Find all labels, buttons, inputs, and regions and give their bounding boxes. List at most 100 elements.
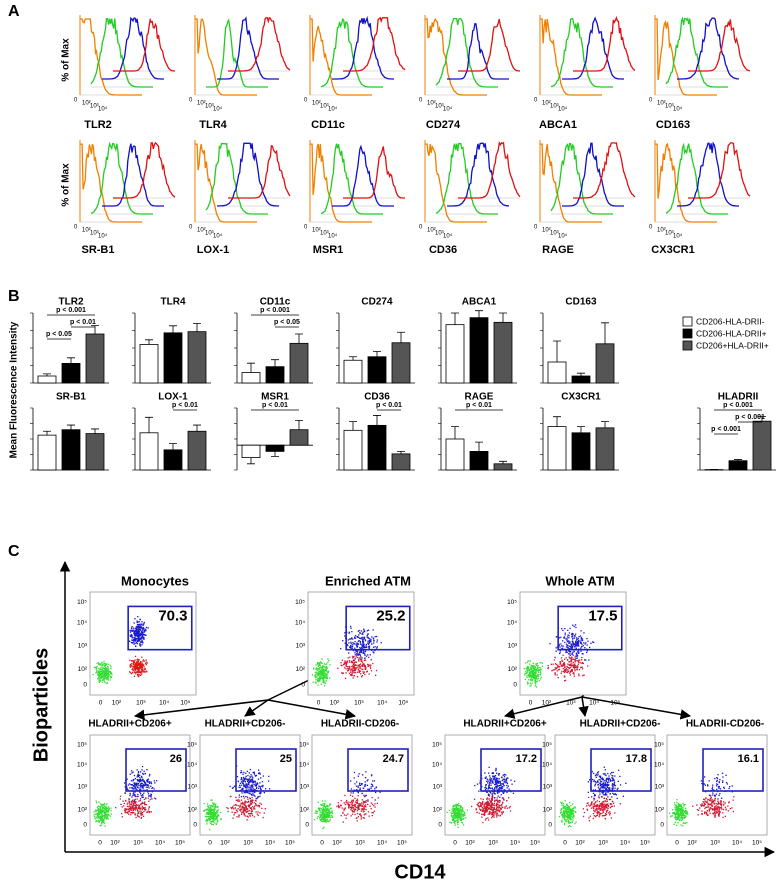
event-dot: [347, 668, 349, 670]
event-dot: [321, 662, 323, 664]
event-dot: [496, 780, 498, 782]
event-dot: [141, 635, 144, 637]
event-dot: [366, 784, 369, 786]
error-bar: [193, 323, 201, 332]
event-dot: [478, 805, 481, 807]
event-dot: [500, 787, 502, 789]
event-dot: [497, 791, 500, 793]
histogram-curve: [458, 18, 521, 72]
event-dot: [563, 822, 566, 824]
event-dot: [531, 674, 534, 676]
x-tick-label: 10⁴: [377, 840, 387, 847]
event-dot: [496, 781, 499, 783]
event-dot: [324, 808, 326, 811]
event-dot: [135, 638, 137, 640]
x-tick-label: 10⁵: [398, 700, 408, 707]
event-dot: [478, 790, 480, 792]
event-dot: [583, 674, 585, 676]
event-dot: [353, 643, 355, 645]
event-dot: [244, 781, 246, 783]
bar: [139, 344, 159, 384]
event-dot: [563, 663, 565, 665]
event-dot: [461, 807, 464, 809]
y-tick-label: 10³: [188, 784, 198, 791]
event-dot: [588, 659, 590, 661]
error-bar: [67, 357, 75, 364]
chart-title: HLADRII: [718, 392, 759, 403]
event-dot: [140, 664, 142, 666]
event-dot: [486, 791, 488, 793]
event-dot: [245, 785, 247, 788]
event-dot: [461, 815, 463, 817]
event-dot: [352, 800, 354, 802]
event-dot: [348, 807, 350, 809]
event-dot: [99, 806, 101, 808]
event-dot: [132, 780, 134, 782]
event-dot: [216, 815, 219, 817]
event-dot: [251, 800, 253, 803]
event-dot: [331, 811, 333, 813]
event-dot: [105, 674, 108, 676]
event-dot: [215, 806, 217, 808]
event-dot: [145, 670, 148, 672]
event-dot: [209, 810, 212, 812]
error-bar: [145, 339, 153, 345]
gate-value: 17.5: [588, 608, 617, 625]
event-dot: [577, 665, 579, 667]
event-dot: [566, 659, 569, 661]
event-dot: [137, 639, 139, 641]
event-dot: [254, 795, 256, 797]
event-dot: [351, 660, 353, 662]
event-dot: [359, 655, 361, 657]
event-dot: [454, 820, 457, 823]
event-dot: [135, 634, 138, 636]
event-dot: [145, 804, 148, 806]
event-dot: [501, 787, 504, 789]
event-dot: [258, 806, 261, 808]
event-dot: [103, 813, 106, 815]
event-dot: [492, 809, 494, 812]
event-dot: [491, 803, 493, 805]
event-dot: [325, 816, 327, 818]
event-dot: [341, 672, 343, 674]
event-dot: [134, 664, 136, 666]
plot-title: Enriched ATM: [325, 573, 411, 588]
event-dot: [566, 669, 568, 671]
histogram-curve: [425, 143, 487, 223]
event-dot: [253, 773, 256, 775]
tick-label: 0: [419, 225, 423, 231]
event-dot: [110, 672, 113, 674]
event-dot: [493, 804, 495, 806]
event-dot: [98, 821, 100, 823]
event-dot: [573, 667, 576, 669]
event-dot: [132, 799, 134, 801]
event-dot: [495, 786, 497, 788]
event-dot: [251, 780, 253, 782]
event-dot: [569, 815, 571, 817]
event-dot: [356, 642, 358, 644]
event-dot: [129, 809, 131, 811]
event-dot: [367, 642, 369, 644]
event-dot: [569, 651, 572, 653]
event-dot: [137, 772, 140, 774]
event-dot: [365, 668, 367, 670]
event-dot: [132, 779, 134, 781]
event-dot: [146, 786, 149, 788]
event-dot: [258, 787, 260, 790]
y-tick-label: 0: [301, 681, 305, 688]
event-dot: [98, 819, 100, 822]
event-dot: [572, 634, 574, 636]
event-dot: [538, 680, 540, 682]
event-dot: [534, 668, 536, 670]
event-dot: [132, 788, 134, 790]
event-dot: [496, 813, 498, 815]
event-dot: [580, 637, 582, 640]
event-dot: [322, 806, 324, 808]
event-dot: [105, 668, 108, 670]
event-dot: [366, 671, 368, 673]
event-dot: [145, 797, 147, 800]
event-dot: [327, 672, 329, 674]
event-dot: [365, 771, 367, 773]
event-dot: [372, 785, 374, 787]
